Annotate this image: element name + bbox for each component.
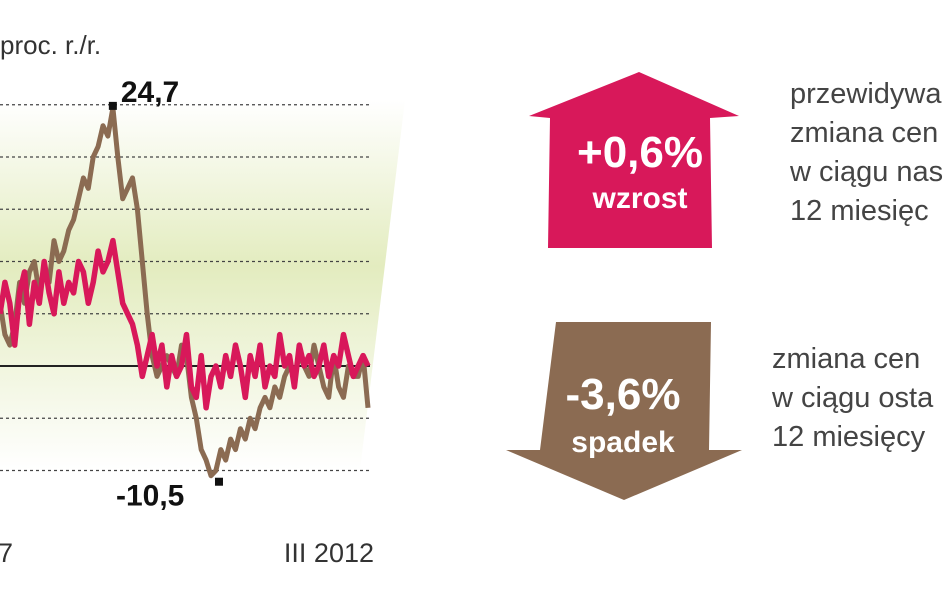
down-desc-line: 12 miesięcy: [772, 421, 926, 453]
annotation-marker: [214, 477, 223, 486]
x-tick-label: 7: [0, 538, 13, 568]
down-desc-line: w ciągu osta: [772, 382, 934, 414]
x-tick-label: III 2012: [284, 538, 374, 568]
unit-label: proc. r./r.: [0, 30, 102, 60]
chart-background-band: [0, 100, 405, 470]
series-line: [0, 237, 371, 411]
down-label: spadek: [571, 426, 675, 459]
up-desc-line: zmiana cen: [790, 117, 939, 149]
down-value: -3,6%: [565, 370, 681, 419]
up-label: wzrost: [592, 182, 688, 215]
up-description: przewidywa zmiana cen w ciągu nas 12 mie…: [790, 75, 943, 231]
up-desc-line: 12 miesięc: [790, 195, 929, 227]
annotation-marker: [108, 101, 117, 110]
down-desc-line: zmiana cen: [772, 343, 921, 375]
annotation-label: -10,5: [116, 480, 184, 513]
up-desc-line: przewidywa: [790, 78, 942, 110]
up-desc-line: w ciągu nas: [790, 156, 944, 188]
annotation-label: 24,7: [121, 76, 179, 109]
down-description: zmiana cen w ciągu osta 12 miesięcy: [772, 340, 933, 457]
up-value: +0,6%: [577, 128, 703, 177]
